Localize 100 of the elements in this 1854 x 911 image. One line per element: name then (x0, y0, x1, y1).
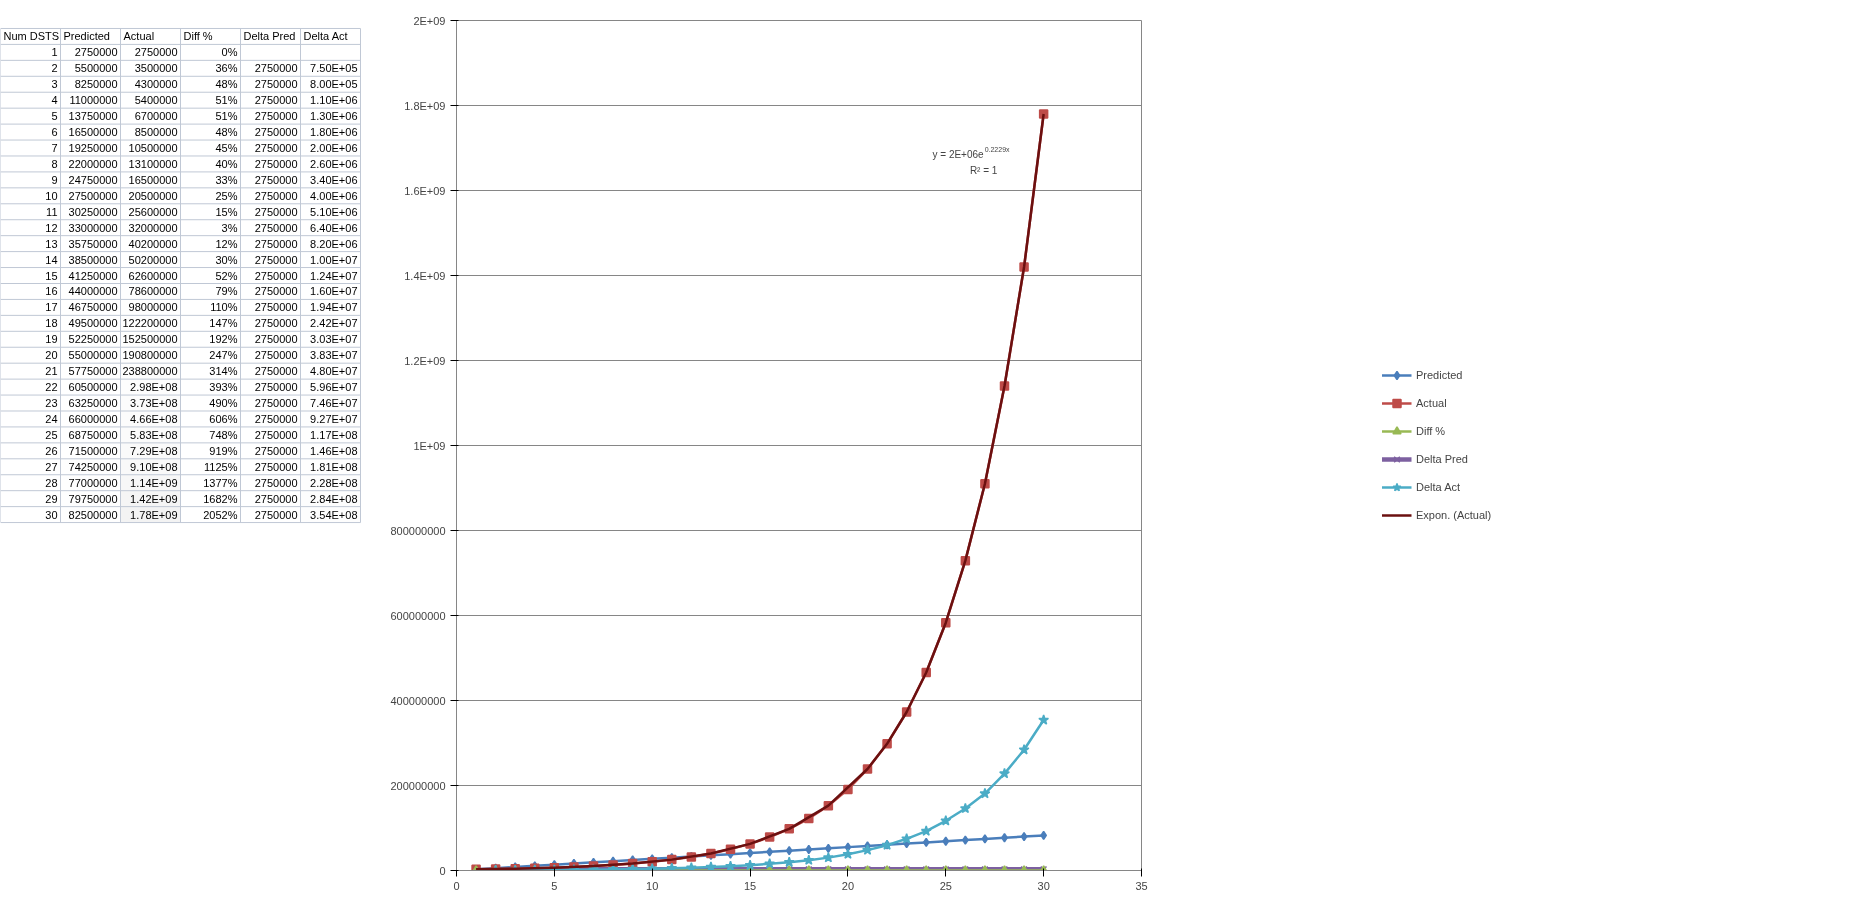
y-tick-label: 4 (51, 94, 58, 107)
data-label: 78600000 (128, 285, 178, 298)
data-label: 1.81E+08 (310, 460, 358, 473)
data-label: 20500000 (128, 189, 178, 202)
data-label: 2750000 (254, 253, 298, 266)
data-label: 2750000 (254, 157, 298, 170)
y-tick-label: 8 (51, 157, 58, 170)
legend-label: Predicted (1416, 369, 1464, 381)
data-label: 110% (210, 301, 238, 314)
y-tick-label: 21 (45, 365, 58, 378)
data-label: 71500000 (68, 444, 118, 457)
data-label: 2750000 (254, 349, 298, 362)
data-label: 2.28E+08 (310, 476, 358, 489)
legend-label: Delta Pred (1416, 453, 1469, 465)
data-label: 5.83E+08 (130, 428, 178, 441)
y-tick-label: 400000000 (390, 694, 446, 707)
data-label: 2750000 (254, 460, 298, 473)
annotation: R² = 1 (969, 164, 998, 176)
data-label: 46750000 (68, 301, 118, 314)
data-label: 79750000 (68, 492, 118, 505)
data-label: 2750000 (254, 173, 298, 186)
data-label: 5400000 (134, 94, 178, 107)
y-tick-label: 22 (45, 381, 58, 394)
data-label: 48% (215, 78, 238, 91)
data-label: 2750000 (254, 381, 298, 394)
data-label: 2.98E+08 (130, 381, 178, 394)
data-label: 9.10E+08 (130, 460, 178, 473)
data-label: 33% (215, 173, 238, 186)
y-tick-label: 3 (51, 78, 58, 91)
data-label: 2750000 (254, 397, 298, 410)
data-label: 63250000 (68, 397, 118, 410)
data-label: 1.00E+07 (310, 253, 358, 266)
data-label: 11000000 (69, 94, 118, 107)
legend-label: Expon. (Actual) (1416, 509, 1493, 521)
data-label: 27500000 (68, 189, 118, 202)
data-label: 15% (215, 205, 238, 218)
data-label: 32000000 (128, 221, 178, 234)
data-label: 25600000 (128, 205, 178, 218)
data-label: 490% (209, 397, 238, 410)
y-tick-label: 29 (45, 492, 58, 505)
data-label: 4.80E+07 (310, 365, 358, 378)
data-label: 314% (209, 365, 238, 378)
x-tick-label: Diff % (183, 30, 213, 43)
y-tick-label: 13 (45, 237, 58, 250)
data-label: 2750000 (254, 412, 298, 425)
data-label: 393% (209, 381, 238, 394)
data-label: 2.60E+06 (310, 157, 358, 170)
data-label: 8.00E+05 (310, 78, 358, 91)
x-tick-label: 20 (841, 879, 855, 892)
data-label: 5.96E+07 (310, 381, 358, 394)
data-label: 22000000 (68, 157, 118, 170)
data-label: 40200000 (128, 237, 178, 250)
y-tick-label: 18 (45, 317, 58, 330)
data-label: 2750000 (254, 142, 298, 155)
data-label: 1.78E+09 (130, 508, 178, 521)
data-label: 0% (221, 46, 238, 59)
y-tick-label: 26 (45, 444, 58, 457)
data-label: 192% (209, 333, 238, 346)
data-label: 50200000 (128, 253, 178, 266)
data-label: 60500000 (68, 381, 118, 394)
data-label: 2750000 (254, 237, 298, 250)
data-label: 2750000 (74, 46, 118, 59)
data-label: 190800000 (122, 349, 178, 362)
data-label: 238800000 (122, 365, 178, 378)
data-label: 8.20E+06 (310, 237, 358, 250)
data-label: 2750000 (254, 94, 298, 107)
data-label: 2.42E+07 (310, 317, 358, 330)
data-label: 38500000 (68, 253, 118, 266)
y-tick-label: 1.8E+09 (404, 99, 446, 112)
data-label: 51% (215, 94, 238, 107)
data-label: 152500000 (122, 333, 178, 346)
data-label: 3.40E+06 (310, 173, 358, 186)
data-label: 2750000 (254, 78, 298, 91)
y-tick-label: 1.4E+09 (404, 269, 446, 282)
data-label: 247% (209, 349, 238, 362)
data-label: 16500000 (68, 126, 118, 139)
data-label: 919% (209, 444, 238, 457)
data-label: 82500000 (68, 508, 118, 521)
y-tick-label: 600000000 (390, 609, 446, 622)
data-label: 12% (215, 237, 238, 250)
data-label: 1.94E+07 (310, 301, 358, 314)
data-label: 52% (215, 269, 238, 282)
x-tick-label: Actual (123, 30, 155, 43)
y-tick-label: 17 (45, 301, 58, 314)
y-tick-label: 19 (45, 333, 58, 346)
x-tick-label: 10 (646, 879, 659, 892)
data-label: 2750000 (254, 333, 298, 346)
data-label: 1.80E+06 (310, 126, 358, 139)
y-tick-label: 2E+09 (413, 14, 446, 27)
data-label: 35750000 (68, 237, 118, 250)
legend-label: Delta Act (1416, 481, 1462, 493)
data-label: 147% (209, 317, 238, 330)
data-label: 44000000 (68, 285, 118, 298)
data-label: 57750000 (68, 365, 118, 378)
legend-label: Diff % (1416, 425, 1447, 437)
data-label: 4.00E+06 (310, 189, 358, 202)
data-label: 2750000 (254, 269, 298, 282)
x-tick-label: 0 (453, 879, 460, 892)
data-label: 3.83E+07 (310, 349, 358, 362)
data-label: 1.46E+08 (310, 444, 358, 457)
